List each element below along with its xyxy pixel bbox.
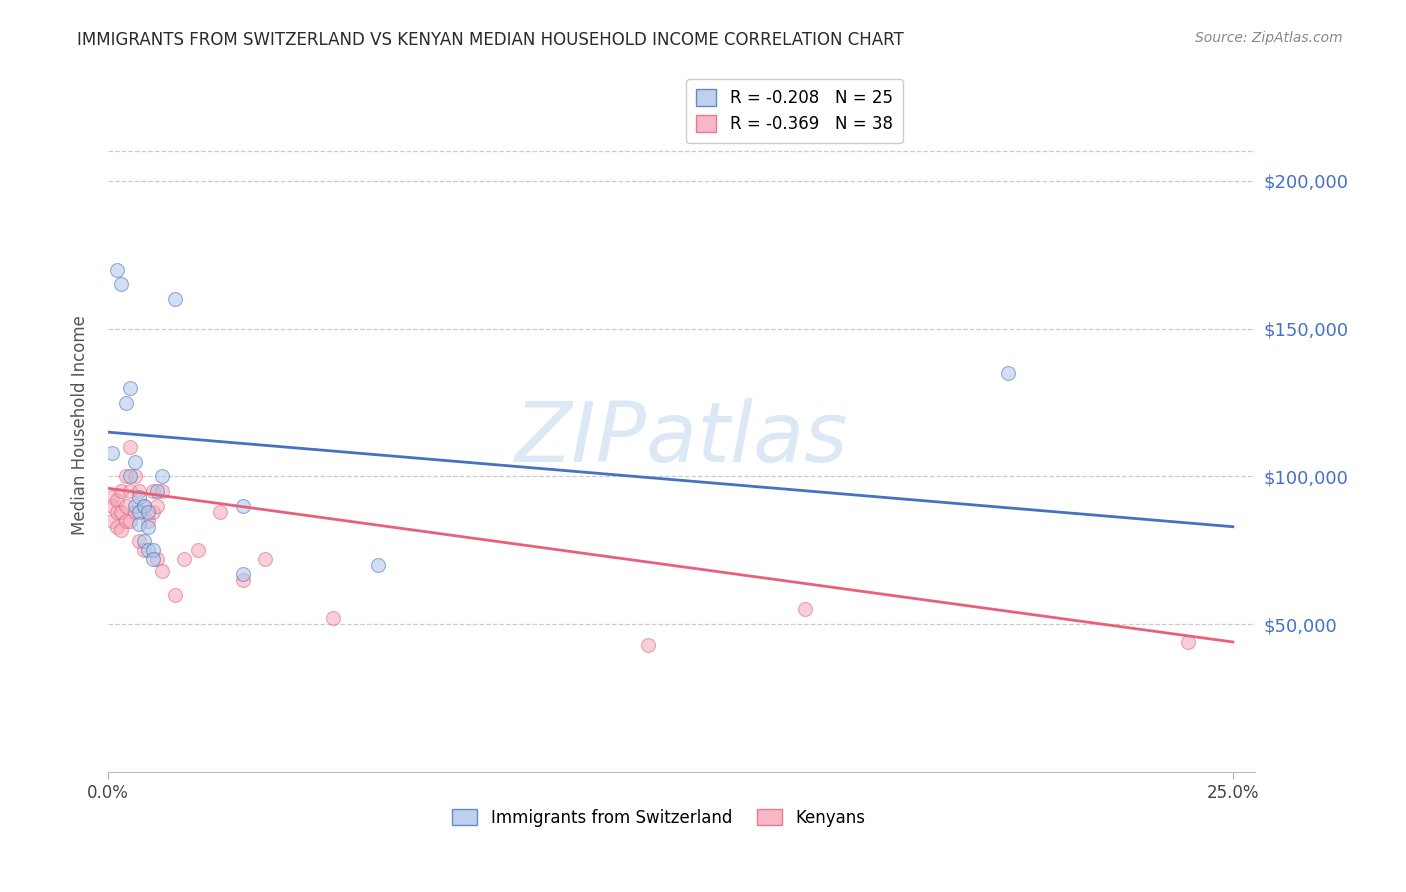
- Point: [128, 490, 150, 504]
- Point: [124, 505, 146, 519]
- Point: [120, 381, 142, 395]
- Point: [165, 292, 187, 306]
- Text: ZIPatlas: ZIPatlas: [515, 398, 848, 479]
- Point: [128, 534, 150, 549]
- Point: [150, 484, 173, 499]
- Point: [142, 505, 165, 519]
- Point: [637, 638, 659, 652]
- Point: [128, 505, 150, 519]
- Point: [110, 505, 132, 519]
- Point: [142, 552, 165, 566]
- Point: [105, 262, 128, 277]
- Point: [105, 505, 128, 519]
- Point: [128, 484, 150, 499]
- Point: [101, 514, 124, 528]
- Point: [150, 564, 173, 578]
- Point: [146, 552, 169, 566]
- Point: [110, 277, 132, 292]
- Point: [142, 484, 165, 499]
- Point: [146, 499, 169, 513]
- Y-axis label: Median Household Income: Median Household Income: [72, 315, 89, 534]
- Point: [142, 543, 165, 558]
- Point: [138, 543, 160, 558]
- Point: [115, 469, 138, 483]
- Point: [110, 523, 132, 537]
- Point: [1177, 635, 1199, 649]
- Point: [367, 558, 389, 573]
- Point: [232, 567, 254, 582]
- Point: [132, 499, 155, 513]
- Point: [101, 499, 124, 513]
- Point: [132, 534, 155, 549]
- Point: [124, 499, 146, 513]
- Point: [138, 514, 160, 528]
- Point: [124, 455, 146, 469]
- Point: [232, 573, 254, 587]
- Point: [101, 490, 124, 504]
- Point: [187, 543, 209, 558]
- Text: IMMIGRANTS FROM SWITZERLAND VS KENYAN MEDIAN HOUSEHOLD INCOME CORRELATION CHART: IMMIGRANTS FROM SWITZERLAND VS KENYAN ME…: [77, 31, 904, 49]
- Point: [120, 440, 142, 454]
- Point: [101, 446, 124, 460]
- Point: [120, 514, 142, 528]
- Point: [110, 484, 132, 499]
- Point: [997, 366, 1019, 380]
- Text: Source: ZipAtlas.com: Source: ZipAtlas.com: [1195, 31, 1343, 45]
- Point: [146, 484, 169, 499]
- Point: [254, 552, 277, 566]
- Point: [132, 499, 155, 513]
- Point: [150, 469, 173, 483]
- Point: [105, 519, 128, 533]
- Point: [232, 499, 254, 513]
- Point: [138, 519, 160, 533]
- Point: [120, 469, 142, 483]
- Point: [105, 493, 128, 508]
- Point: [120, 484, 142, 499]
- Point: [132, 543, 155, 558]
- Point: [322, 611, 344, 625]
- Point: [115, 514, 138, 528]
- Point: [138, 505, 160, 519]
- Point: [124, 469, 146, 483]
- Point: [115, 499, 138, 513]
- Legend: Immigrants from Switzerland, Kenyans: Immigrants from Switzerland, Kenyans: [446, 802, 872, 833]
- Point: [165, 588, 187, 602]
- Point: [794, 602, 817, 616]
- Point: [173, 552, 195, 566]
- Point: [115, 395, 138, 409]
- Point: [128, 516, 150, 531]
- Point: [209, 505, 232, 519]
